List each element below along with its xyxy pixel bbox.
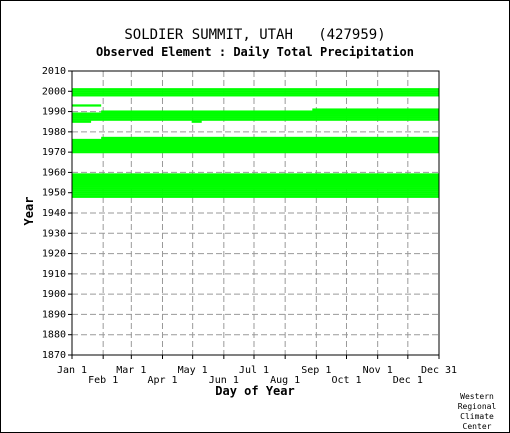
data-bar [72, 185, 439, 188]
y-tick-label: 1980 [42, 127, 66, 138]
data-bar [72, 151, 439, 154]
data-bar [72, 183, 439, 186]
x-tick-label: Dec 31 [421, 365, 457, 376]
x-tick-label: Mar 1 [116, 365, 146, 376]
data-bar [312, 108, 439, 111]
credit-line-4: Center [463, 422, 492, 431]
data-bar [72, 114, 439, 117]
data-bar [72, 142, 439, 146]
y-tick-label: 1970 [42, 147, 66, 158]
y-tick-label: 2000 [42, 86, 66, 97]
y-tick-label: 2010 [42, 66, 66, 77]
data-bar [72, 140, 439, 144]
data-bar [72, 112, 439, 115]
data-bar [72, 189, 439, 192]
x-tick-label: Apr 1 [147, 375, 177, 386]
x-tick-label: Feb 1 [88, 375, 118, 386]
y-tick-label: 1920 [42, 249, 66, 260]
y-tick-label: 1960 [42, 167, 66, 178]
credit-line-3: Climate [460, 412, 494, 421]
y-tick-label: 1990 [42, 107, 66, 118]
data-bar [72, 177, 439, 180]
credit: Western Regional Climate Center [458, 392, 497, 431]
data-bar [72, 193, 439, 196]
y-tick-label: 1950 [42, 188, 66, 199]
x-tick-label: Nov 1 [363, 365, 393, 376]
x-axis-label: Day of Year [215, 384, 294, 398]
x-tick-label: Sep 1 [301, 365, 331, 376]
data-bar [72, 94, 439, 97]
credit-line-2: Regional [458, 402, 497, 411]
data-bar [72, 138, 439, 142]
data-bar [72, 88, 439, 91]
data-bar [191, 120, 202, 123]
data-bar [72, 175, 439, 178]
data-bar [72, 148, 439, 152]
data-bar [72, 144, 439, 148]
x-tick-label: Jan 1 [57, 365, 87, 376]
chart-title: SOLDIER SUMMIT, UTAH (427959) [124, 27, 385, 43]
x-tick-label: Dec 1 [393, 375, 423, 386]
y-axis-label: Year [22, 197, 36, 226]
chart-subtitle: Observed Element : Daily Total Precipita… [96, 45, 414, 59]
y-tick-label: 1890 [42, 309, 66, 320]
y-tick-label: 1910 [42, 269, 66, 280]
data-bar [101, 136, 439, 140]
x-ticks: Jan 1 Mar 1 May 1 Jul 1 Sep 1 Nov 1 Dec 31 Feb … [57, 355, 457, 386]
data-bar [72, 173, 439, 176]
data-bar [72, 195, 439, 198]
data-bar [101, 110, 439, 113]
x-tick-label: Oct 1 [331, 375, 361, 386]
x-tick-label: Aug 1 [270, 375, 300, 386]
x-tick-label: Jun 1 [209, 375, 239, 386]
data-bar [72, 179, 439, 182]
data-bar [72, 181, 439, 184]
data-bar [72, 146, 439, 150]
data-bar [72, 118, 439, 121]
data-bars [72, 88, 439, 198]
data-bar [72, 187, 439, 190]
y-tick-label: 1870 [42, 350, 66, 361]
data-bar [72, 90, 439, 93]
data-bar [72, 120, 92, 123]
data-bar [72, 92, 439, 95]
y-tick-label: 1880 [42, 330, 66, 341]
data-bar [72, 104, 102, 107]
data-bar [72, 191, 439, 194]
y-tick-label: 1900 [42, 289, 66, 300]
x-tick-label: May 1 [178, 365, 208, 376]
credit-line-1: Western [460, 392, 494, 401]
y-tick-label: 1940 [42, 208, 66, 219]
data-bar [72, 116, 439, 119]
y-tick-label: 1930 [42, 228, 66, 239]
x-tick-label: Jul 1 [239, 365, 269, 376]
y-ticks: 1870 1880 1890 1900 1910 1920 1930 1940 1950 1960… [42, 66, 72, 361]
